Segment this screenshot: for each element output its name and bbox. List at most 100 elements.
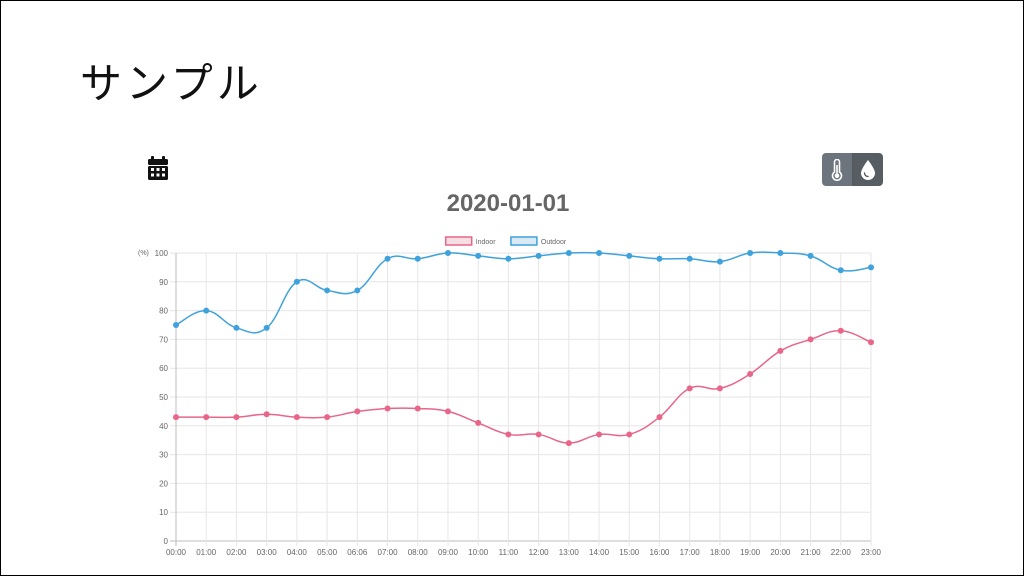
legend-swatch [510, 236, 538, 246]
outdoor-point[interactable] [656, 255, 663, 262]
x-tick-label: 16:00 [649, 548, 670, 557]
y-tick-label: 40 [159, 422, 168, 431]
x-tick-label: 15:00 [619, 548, 640, 557]
outdoor-line [175, 251, 872, 334]
indoor-point[interactable] [354, 408, 361, 415]
indoor-point[interactable] [414, 405, 421, 412]
outdoor-point[interactable] [505, 255, 512, 262]
chart-axes: 0 10 20 30 40 50 60 70 80 90 100 00:00 01:00 02:00 03:… [138, 249, 882, 557]
outdoor-point[interactable] [324, 287, 331, 294]
y-tick-label: 30 [159, 451, 168, 460]
outdoor-point[interactable] [868, 264, 874, 271]
calendar-button[interactable] [146, 156, 170, 182]
y-tick-label: 100 [155, 249, 169, 258]
indoor-point[interactable] [444, 408, 451, 415]
y-tick-label: 10 [159, 508, 168, 517]
outdoor-point[interactable] [626, 252, 633, 259]
temperature-button[interactable] [822, 153, 853, 186]
outdoor-point[interactable] [354, 287, 361, 294]
sensor-toggle-group [822, 153, 883, 186]
chart-title: 2020-01-01 [446, 190, 570, 217]
calendar-icon [148, 156, 168, 180]
x-tick-label: 23:00 [861, 548, 882, 557]
outdoor-point[interactable] [233, 324, 240, 331]
x-tick-label: 13:00 [559, 548, 580, 557]
indoor-point[interactable] [324, 414, 331, 421]
x-tick-label: 17:00 [680, 548, 701, 557]
legend-item-outdoor[interactable]: Outdoor [510, 236, 567, 246]
outdoor-point[interactable] [565, 250, 572, 256]
x-tick-label: 20:00 [770, 548, 791, 557]
legend-label: Outdoor [541, 239, 567, 246]
indoor-point[interactable] [565, 440, 572, 447]
indoor-series [173, 327, 874, 447]
y-tick-label: 60 [159, 364, 168, 373]
indoor-point[interactable] [807, 336, 814, 343]
outdoor-point[interactable] [173, 322, 179, 328]
outdoor-point[interactable] [293, 278, 300, 285]
y-tick-label: 50 [159, 393, 168, 402]
humidity-button[interactable] [853, 153, 883, 186]
outdoor-point[interactable] [807, 252, 814, 259]
y-tick-label: 20 [159, 479, 168, 488]
outdoor-point[interactable] [384, 255, 391, 262]
indoor-point[interactable] [535, 431, 542, 438]
outdoor-series [173, 250, 874, 334]
indoor-point[interactable] [173, 414, 179, 421]
x-tick-label: 07:00 [378, 548, 399, 557]
chart-series [173, 250, 874, 447]
indoor-point[interactable] [837, 327, 844, 334]
legend-item-indoor[interactable]: Indoor [444, 236, 497, 246]
indoor-point[interactable] [263, 411, 270, 418]
indoor-point[interactable] [505, 431, 512, 438]
indoor-point[interactable] [233, 414, 240, 421]
indoor-point[interactable] [868, 339, 874, 346]
indoor-point[interactable] [716, 385, 723, 392]
thermometer-icon [831, 158, 843, 181]
indoor-point[interactable] [747, 370, 754, 377]
outdoor-point[interactable] [686, 255, 693, 262]
outdoor-point[interactable] [414, 255, 421, 262]
chart-grid [170, 252, 872, 546]
x-tick-label: 03:00 [257, 548, 278, 557]
y-tick-label: 90 [159, 278, 168, 287]
indoor-point[interactable] [656, 414, 663, 421]
indoor-point[interactable] [475, 419, 482, 426]
outdoor-point[interactable] [777, 250, 784, 256]
x-tick-label: 12:00 [529, 548, 550, 557]
x-tick-label: 02:00 [226, 548, 247, 557]
indoor-point[interactable] [293, 414, 300, 421]
indoor-point[interactable] [384, 405, 391, 412]
x-tick-label: 08:00 [408, 548, 429, 557]
outdoor-point[interactable] [203, 307, 210, 314]
y-tick-label: 80 [159, 307, 168, 316]
outdoor-point[interactable] [535, 252, 542, 259]
x-tick-label: 05:00 [317, 548, 338, 557]
x-tick-label: 18:00 [710, 548, 731, 557]
outdoor-point[interactable] [837, 267, 844, 274]
indoor-point[interactable] [596, 431, 603, 438]
outdoor-point[interactable] [716, 258, 723, 265]
y-axis-label: (%) [138, 250, 149, 257]
x-tick-label: 21:00 [801, 548, 822, 557]
outdoor-point[interactable] [596, 250, 603, 256]
x-tick-label: 11:00 [499, 548, 519, 557]
outdoor-point[interactable] [747, 250, 754, 256]
y-tick-label: 70 [159, 335, 168, 344]
x-tick-label: 04:00 [287, 548, 308, 557]
indoor-point[interactable] [203, 414, 210, 421]
x-tick-label: 09:00 [438, 548, 459, 557]
outdoor-point[interactable] [263, 324, 270, 331]
x-tick-label: 01:00 [196, 548, 217, 557]
chart-legend: Indoor Outdoor [444, 236, 567, 246]
indoor-point[interactable] [777, 347, 784, 354]
indoor-point[interactable] [686, 385, 693, 392]
outdoor-point[interactable] [475, 252, 482, 259]
outdoor-point[interactable] [444, 250, 451, 256]
x-tick-label: 19:00 [740, 548, 761, 557]
x-tick-label: 06:06 [347, 548, 368, 557]
x-tick-label: 22:00 [831, 548, 852, 557]
indoor-point[interactable] [626, 431, 633, 438]
slide-title: サンプル [80, 59, 263, 108]
y-tick-label: 0 [164, 537, 169, 546]
